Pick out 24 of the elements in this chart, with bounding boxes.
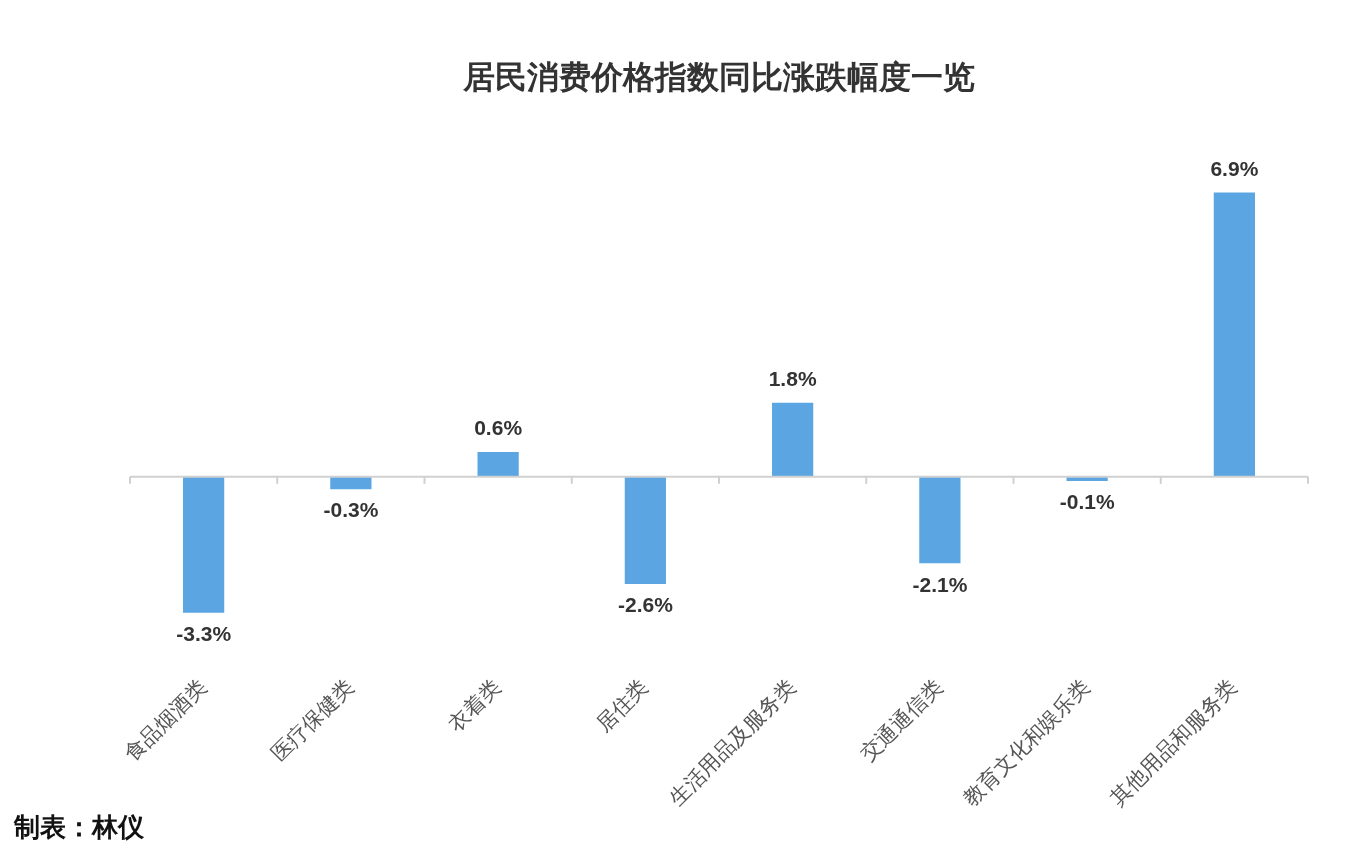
x-tick-label: 医疗保健类 bbox=[267, 674, 359, 766]
data-label: -2.1% bbox=[912, 572, 968, 596]
x-tick-label: 衣着类 bbox=[444, 674, 506, 737]
data-label: -0.3% bbox=[323, 498, 379, 522]
x-tick-label: 居住类 bbox=[591, 674, 653, 737]
data-label: 6.9% bbox=[1210, 156, 1259, 180]
data-label: -3.3% bbox=[176, 622, 232, 646]
x-tick-label: 其他用品和服务类 bbox=[1106, 674, 1242, 811]
text: 制表：林仪 bbox=[14, 811, 144, 844]
bar bbox=[772, 402, 814, 477]
x-tick-label: 交通通信类 bbox=[856, 674, 948, 766]
data-label: 1.8% bbox=[768, 366, 817, 390]
bar bbox=[919, 476, 961, 564]
bar bbox=[624, 476, 666, 584]
x-tick-label: 生活用品及服务类 bbox=[664, 674, 801, 811]
bar bbox=[477, 452, 519, 477]
x-tick-label: 食品烟酒类 bbox=[119, 674, 212, 766]
data-label: -2.6% bbox=[617, 593, 674, 617]
data-label: -0.1% bbox=[1059, 490, 1115, 514]
bar bbox=[183, 476, 225, 613]
x-tick-label: 教育文化和娱乐类 bbox=[958, 674, 1095, 811]
chart-title: 居民消费价格指数同比涨跌幅度一览 bbox=[462, 57, 975, 96]
data-label: 0.6% bbox=[474, 416, 523, 440]
bar bbox=[1213, 192, 1255, 477]
